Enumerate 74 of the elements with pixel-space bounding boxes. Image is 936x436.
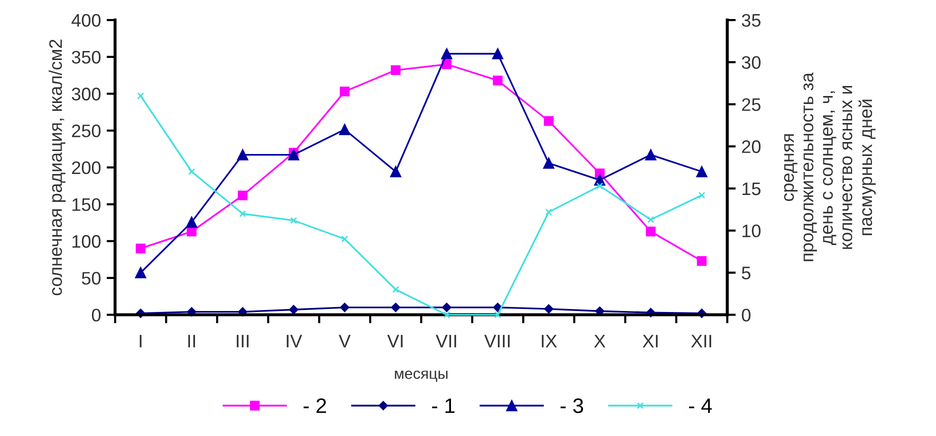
y-tick-label: 200 (72, 161, 101, 174)
x-tick-label: XII (691, 334, 712, 348)
x-tick-label: I (140, 334, 142, 348)
point (186, 226, 197, 236)
point (390, 166, 402, 178)
legend-label: - 1 (432, 398, 454, 413)
point (135, 267, 146, 278)
point (544, 116, 554, 126)
y2-tick-label: 35 (742, 14, 760, 27)
y-tick-label: 400 (72, 14, 101, 27)
point (645, 149, 656, 160)
point (339, 124, 350, 136)
point (596, 182, 604, 190)
y2-tick-label: 25 (742, 98, 760, 111)
point (188, 168, 196, 176)
y2-tick-label: 0 (742, 308, 750, 322)
point (137, 92, 144, 100)
point (544, 304, 554, 314)
x-tick-label: XI (642, 334, 658, 348)
x-tick-label: V (338, 334, 351, 348)
y-tick-label: 100 (72, 235, 101, 248)
x-tick-label: VI (387, 334, 403, 348)
point (442, 302, 452, 312)
point (646, 226, 656, 236)
y2-tick-label: 15 (742, 182, 760, 196)
point (290, 217, 298, 224)
point (186, 216, 198, 228)
x-tick-label: II (188, 334, 195, 348)
point (492, 76, 503, 86)
y-tick-label: 50 (82, 272, 101, 285)
point (698, 192, 706, 199)
x-tick-label: X (594, 334, 606, 348)
x-tick-label: IX (542, 334, 557, 348)
point (238, 190, 248, 200)
x-tick-label: IV (286, 334, 302, 348)
point (443, 311, 450, 318)
y2-tick-label: 20 (742, 140, 761, 154)
point (543, 158, 554, 169)
legend-label: - 2 (304, 398, 326, 413)
point (390, 65, 401, 76)
point (441, 48, 452, 60)
legend-label: - 4 (689, 398, 712, 413)
point (136, 244, 146, 254)
x-tick-label: VII (436, 334, 456, 348)
point (696, 166, 708, 178)
point (340, 302, 350, 312)
y-tick-label: 150 (72, 198, 101, 211)
point (647, 216, 654, 224)
y2-tick-label: 10 (742, 224, 761, 238)
point (239, 210, 246, 218)
y-tick-label: 250 (72, 124, 101, 138)
point (696, 256, 707, 266)
legend-label: - 3 (560, 398, 584, 414)
x-axis-title: месяцы (394, 370, 448, 382)
y2-axis-title: средняя продолжительность за день с солнцем, ч, количество ясных и пасмурных дней (784, 72, 876, 262)
y2-tick-label: 5 (742, 266, 750, 280)
y-tick-label: 0 (92, 308, 101, 322)
point (391, 302, 400, 312)
x-tick-label: VIII (484, 334, 510, 348)
y-tick-label: 300 (72, 88, 101, 100)
point (237, 149, 248, 160)
point (493, 302, 502, 312)
point (340, 86, 350, 96)
point (492, 48, 504, 60)
point (289, 305, 298, 314)
y2-tick-label: 30 (742, 56, 761, 69)
point (545, 208, 552, 216)
point (494, 311, 502, 318)
y-axis-title: солнечная радиация, ккал/см2 (48, 40, 66, 296)
point (288, 149, 300, 160)
x-tick-label: III (236, 334, 249, 348)
point (341, 236, 348, 242)
y-tick-label: 350 (72, 50, 101, 64)
point (392, 286, 400, 293)
